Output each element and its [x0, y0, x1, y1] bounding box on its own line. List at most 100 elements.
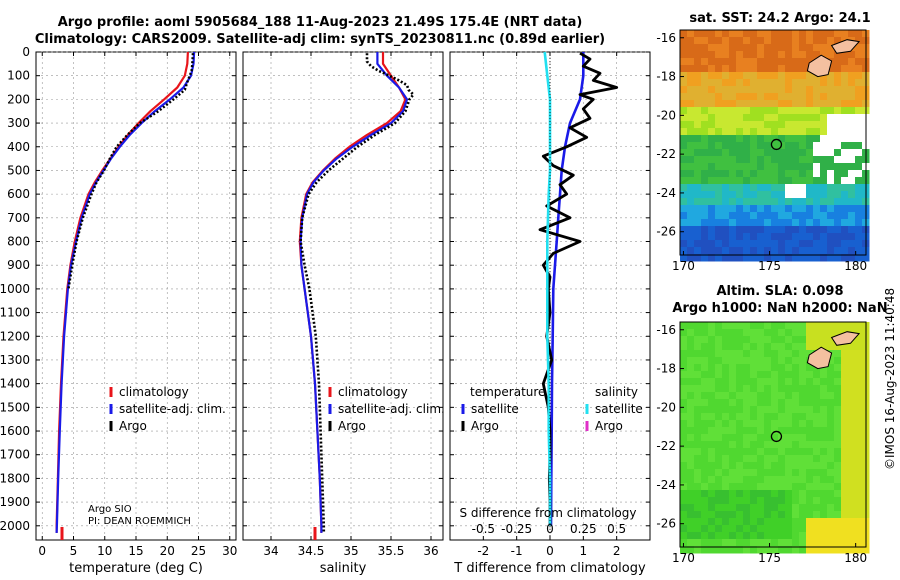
- map-cell: [820, 93, 828, 101]
- map-cell: [820, 254, 828, 262]
- map-cell: [764, 114, 772, 122]
- map-cell: [764, 212, 772, 220]
- map-cell: [820, 455, 828, 463]
- map-cell: [715, 518, 723, 526]
- map-cell: [806, 406, 814, 414]
- map-cell: [813, 121, 821, 129]
- map-cell: [848, 546, 856, 554]
- map-cell: [701, 357, 709, 365]
- map-cell: [792, 511, 800, 519]
- map-cell: [715, 128, 723, 136]
- map-cell: [701, 343, 709, 351]
- map-cell: [855, 504, 863, 512]
- map-cell: [855, 240, 863, 248]
- map-cell: [687, 546, 695, 554]
- map-cell: [855, 177, 863, 185]
- map-cell: [743, 350, 751, 358]
- map-cell: [715, 448, 723, 456]
- map-cell: [687, 350, 695, 358]
- map-cell: [764, 128, 772, 136]
- map-cell: [778, 511, 786, 519]
- map-cell: [680, 72, 688, 80]
- map-cell: [757, 219, 765, 227]
- map-cell: [834, 350, 842, 358]
- map-cell: [722, 212, 730, 220]
- map-cell: [694, 44, 702, 52]
- map-cell: [841, 462, 849, 470]
- map-cell: [834, 434, 842, 442]
- map-cell: [736, 483, 744, 491]
- map-cell: [827, 226, 835, 234]
- map-cell: [848, 135, 856, 143]
- map-cell: [848, 121, 856, 129]
- map-cell: [687, 86, 695, 94]
- map-cell: [757, 378, 765, 386]
- map-cell: [799, 336, 807, 344]
- map-cell: [750, 392, 758, 400]
- map-cell: [778, 191, 786, 199]
- map-cell: [687, 121, 695, 129]
- map-cell: [701, 525, 709, 533]
- map-cell: [855, 525, 863, 533]
- map-cell: [820, 336, 828, 344]
- map-cell: [827, 385, 835, 393]
- map-cell: [736, 254, 744, 262]
- map-cell: [687, 539, 695, 547]
- map-cell: [841, 399, 849, 407]
- map-cell: [799, 58, 807, 66]
- map-cell: [785, 350, 793, 358]
- map-cell: [750, 532, 758, 540]
- map-cell: [687, 247, 695, 255]
- map-x-tick-label: 175: [758, 259, 781, 273]
- map-cell: [848, 219, 856, 227]
- map-cell: [778, 247, 786, 255]
- map-cell: [778, 44, 786, 52]
- map-cell: [806, 490, 814, 498]
- x-axis-label-differences: T difference from climatology: [453, 561, 646, 576]
- map-cell: [785, 37, 793, 45]
- map-cell: [820, 219, 828, 227]
- map-cell: [806, 128, 814, 136]
- map-cell: [694, 37, 702, 45]
- map-cell: [743, 364, 751, 372]
- map-cell: [855, 427, 863, 435]
- map-cell: [806, 322, 814, 330]
- map-cell: [827, 413, 835, 421]
- map-cell: [750, 329, 758, 337]
- map-cell: [792, 212, 800, 220]
- map-cell: [792, 350, 800, 358]
- map-cell: [771, 357, 779, 365]
- map-cell: [694, 51, 702, 59]
- map-cell: [778, 212, 786, 220]
- map-cell: [708, 476, 716, 484]
- map-cell: [799, 156, 807, 164]
- map-cell: [848, 462, 856, 470]
- map-cell: [771, 163, 779, 171]
- x-tick-label: 34.5: [298, 544, 325, 558]
- map-cell: [841, 371, 849, 379]
- map-cell: [736, 364, 744, 372]
- map-cell: [792, 504, 800, 512]
- map-cell: [799, 518, 807, 526]
- map-cell: [708, 212, 716, 220]
- map-cell: [694, 504, 702, 512]
- map-cell: [778, 399, 786, 407]
- map-cell: [848, 539, 856, 547]
- map-cell: [729, 135, 737, 143]
- map-cell: [750, 462, 758, 470]
- map-cell: [743, 525, 751, 533]
- map-cell: [680, 343, 688, 351]
- map-cell: [778, 65, 786, 73]
- map-cell: [757, 490, 765, 498]
- map-cell: [715, 497, 723, 505]
- map-cell: [799, 212, 807, 220]
- map-cell: [680, 86, 688, 94]
- map-cell: [715, 58, 723, 66]
- map-cell: [827, 511, 835, 519]
- map-cell: [701, 441, 709, 449]
- map-cell: [729, 30, 737, 38]
- map-cell: [694, 254, 702, 262]
- map-cell: [834, 364, 842, 372]
- map-cell: [757, 254, 765, 262]
- map-cell: [701, 163, 709, 171]
